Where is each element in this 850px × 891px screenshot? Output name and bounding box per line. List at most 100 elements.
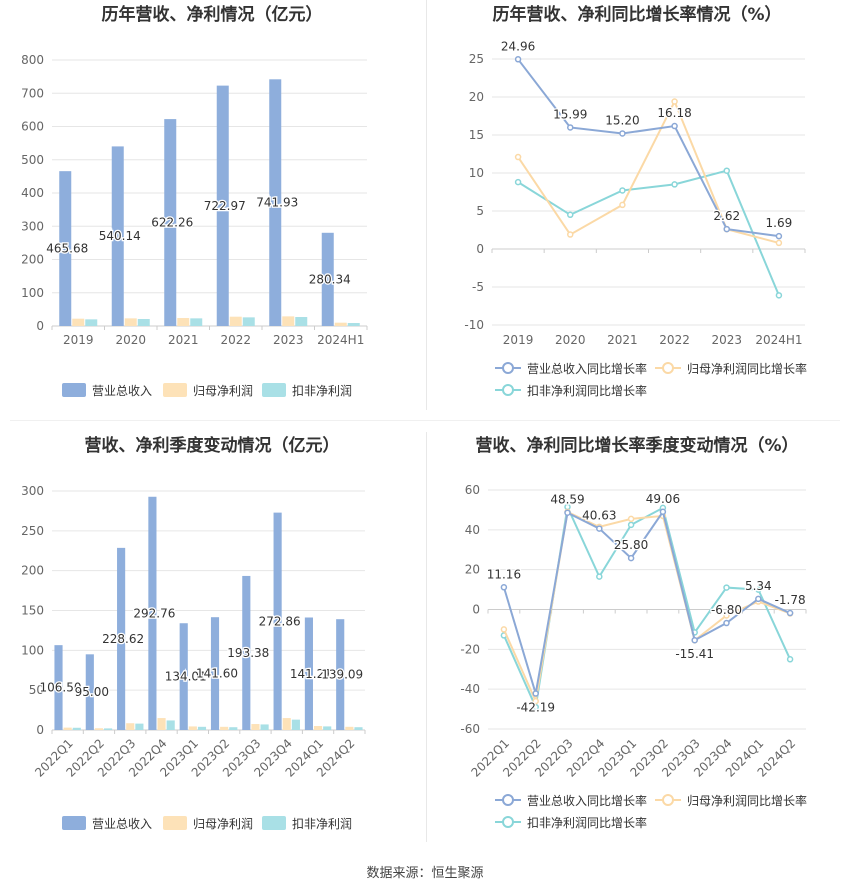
bar-deducted-profit xyxy=(85,319,98,326)
data-point xyxy=(723,584,730,591)
data-point xyxy=(532,703,539,711)
bar-parent-profit xyxy=(126,723,135,730)
bar-deducted-profit xyxy=(347,323,360,326)
data-label: 272.86 xyxy=(259,614,301,628)
y-tick-label: 600 xyxy=(21,120,44,134)
data-point xyxy=(619,201,626,209)
bar-revenue xyxy=(179,623,188,730)
data-label: -6.80 xyxy=(711,603,742,617)
data-point xyxy=(755,595,762,603)
legend-marker xyxy=(502,794,514,806)
y-tick-label: 800 xyxy=(21,53,44,67)
y-tick-label: 10 xyxy=(469,166,484,180)
y-tick-label: 100 xyxy=(21,643,44,657)
bar-revenue xyxy=(117,547,126,730)
bar-parent-profit xyxy=(72,318,85,326)
y-tick-label: 0 xyxy=(36,723,44,737)
legend-swatch xyxy=(62,383,86,397)
bar-deducted-profit xyxy=(135,723,144,730)
x-tick-label: 2024H1 xyxy=(317,333,364,347)
data-label: 465.68 xyxy=(46,242,88,256)
y-tick-label: 5 xyxy=(476,204,484,218)
legend-marker xyxy=(502,816,514,828)
y-tick-label: -40 xyxy=(460,682,480,696)
chart-title: 历年营收、净利同比增长率情况（%） xyxy=(492,4,781,25)
y-tick-label: 300 xyxy=(21,219,44,233)
legend-label: 扣非净利润同比增长率 xyxy=(527,383,647,398)
legend-marker xyxy=(662,794,674,806)
bar-parent-profit xyxy=(177,318,190,326)
data-point xyxy=(723,225,730,233)
quarterly-growth-rate-chart: 营收、净利同比增长率季度变动情况（%）-60-40-2002040602022Q… xyxy=(460,435,807,830)
data-point xyxy=(567,231,574,238)
data-label: 49.06 xyxy=(646,492,680,506)
bar-deducted-profit xyxy=(354,727,363,730)
y-tick-label: 0 xyxy=(476,242,484,256)
annual-growth-rate-chart: 历年营收、净利同比增长率情况（%） -10 -5 0 5 10 15 20 25 2019 2020… xyxy=(464,4,807,398)
y-tick-label: -10 xyxy=(464,318,484,332)
bar-deducted-profit xyxy=(72,727,81,730)
legend-label: 营业总收入 xyxy=(92,817,152,831)
bar-revenue xyxy=(242,575,251,730)
y-tick-label: 40 xyxy=(465,523,480,537)
chart-title: 历年营收、净利情况（亿元） xyxy=(102,4,323,25)
data-point xyxy=(786,609,794,617)
bar-parent-profit xyxy=(157,718,166,730)
data-point xyxy=(775,232,783,240)
y-tick-label: 250 xyxy=(21,524,44,538)
bar-deducted-profit xyxy=(197,726,207,730)
data-label: 280.34 xyxy=(309,272,351,286)
data-point xyxy=(786,656,794,663)
legend-label: 营业总收入同比增长率 xyxy=(527,361,647,376)
legend-label: 归母净利润同比增长率 xyxy=(687,361,807,376)
quarterly-revenue-profit-chart: 营收、净利季度变动情况（亿元）0501001502002503002022Q12… xyxy=(21,435,366,831)
data-point xyxy=(564,509,571,516)
bar-parent-profit xyxy=(345,726,354,730)
data-label: 48.59 xyxy=(550,493,584,507)
x-tick-label: 2019 xyxy=(63,333,94,347)
data-label: 193.38 xyxy=(227,646,269,660)
x-tick-label: 2021 xyxy=(168,333,199,347)
data-label: 95.00 xyxy=(75,685,109,699)
divider-vertical-top xyxy=(426,0,427,410)
bar-parent-profit xyxy=(188,726,197,730)
bar-deducted-profit xyxy=(190,318,203,326)
data-point xyxy=(514,153,522,161)
data-point xyxy=(500,626,508,633)
annual-revenue-profit-chart: 历年营收、净利情况（亿元） 0 100 200 300 400 500 600 700 800 20… xyxy=(21,4,368,398)
y-tick-label: 400 xyxy=(21,186,44,200)
data-label: 134.01 xyxy=(165,670,207,684)
bar-revenue xyxy=(54,645,63,730)
chart-title: 营收、净利季度变动情况（亿元） xyxy=(85,435,340,456)
x-tick-label: 2023 xyxy=(711,333,742,347)
bar-parent-profit xyxy=(124,318,137,326)
bar-deducted-profit xyxy=(137,319,150,326)
data-label: 292.76 xyxy=(133,606,175,620)
data-label: 24.96 xyxy=(501,39,535,53)
data-point xyxy=(671,181,678,188)
data-label: 540.14 xyxy=(99,229,141,243)
bar-deducted-profit xyxy=(260,724,269,730)
data-point xyxy=(567,211,574,219)
data-label: 15.99 xyxy=(553,107,587,121)
x-tick-label: 2022 xyxy=(659,333,690,347)
legend-label: 营业总收入同比增长率 xyxy=(527,793,647,808)
bar-revenue xyxy=(273,512,282,730)
data-point xyxy=(627,515,635,523)
bar-parent-profit xyxy=(220,726,229,730)
y-tick-label: 60 xyxy=(465,483,480,497)
data-label: 139.09 xyxy=(321,668,363,682)
bar-parent-profit xyxy=(63,727,72,730)
bar-revenue xyxy=(216,85,229,326)
y-tick-label: 20 xyxy=(465,563,480,577)
data-label: 16.18 xyxy=(657,106,691,120)
data-label: 141.21 xyxy=(290,667,332,681)
legend-label: 扣非净利润同比增长率 xyxy=(527,815,647,830)
bar-deducted-profit xyxy=(291,719,300,730)
data-point xyxy=(619,187,626,194)
data-label: 741.93 xyxy=(256,196,298,210)
y-tick-label: 200 xyxy=(21,564,44,578)
data-point xyxy=(671,98,678,105)
y-tick-label: 0 xyxy=(36,319,44,333)
data-label: 5.34 xyxy=(745,579,772,593)
